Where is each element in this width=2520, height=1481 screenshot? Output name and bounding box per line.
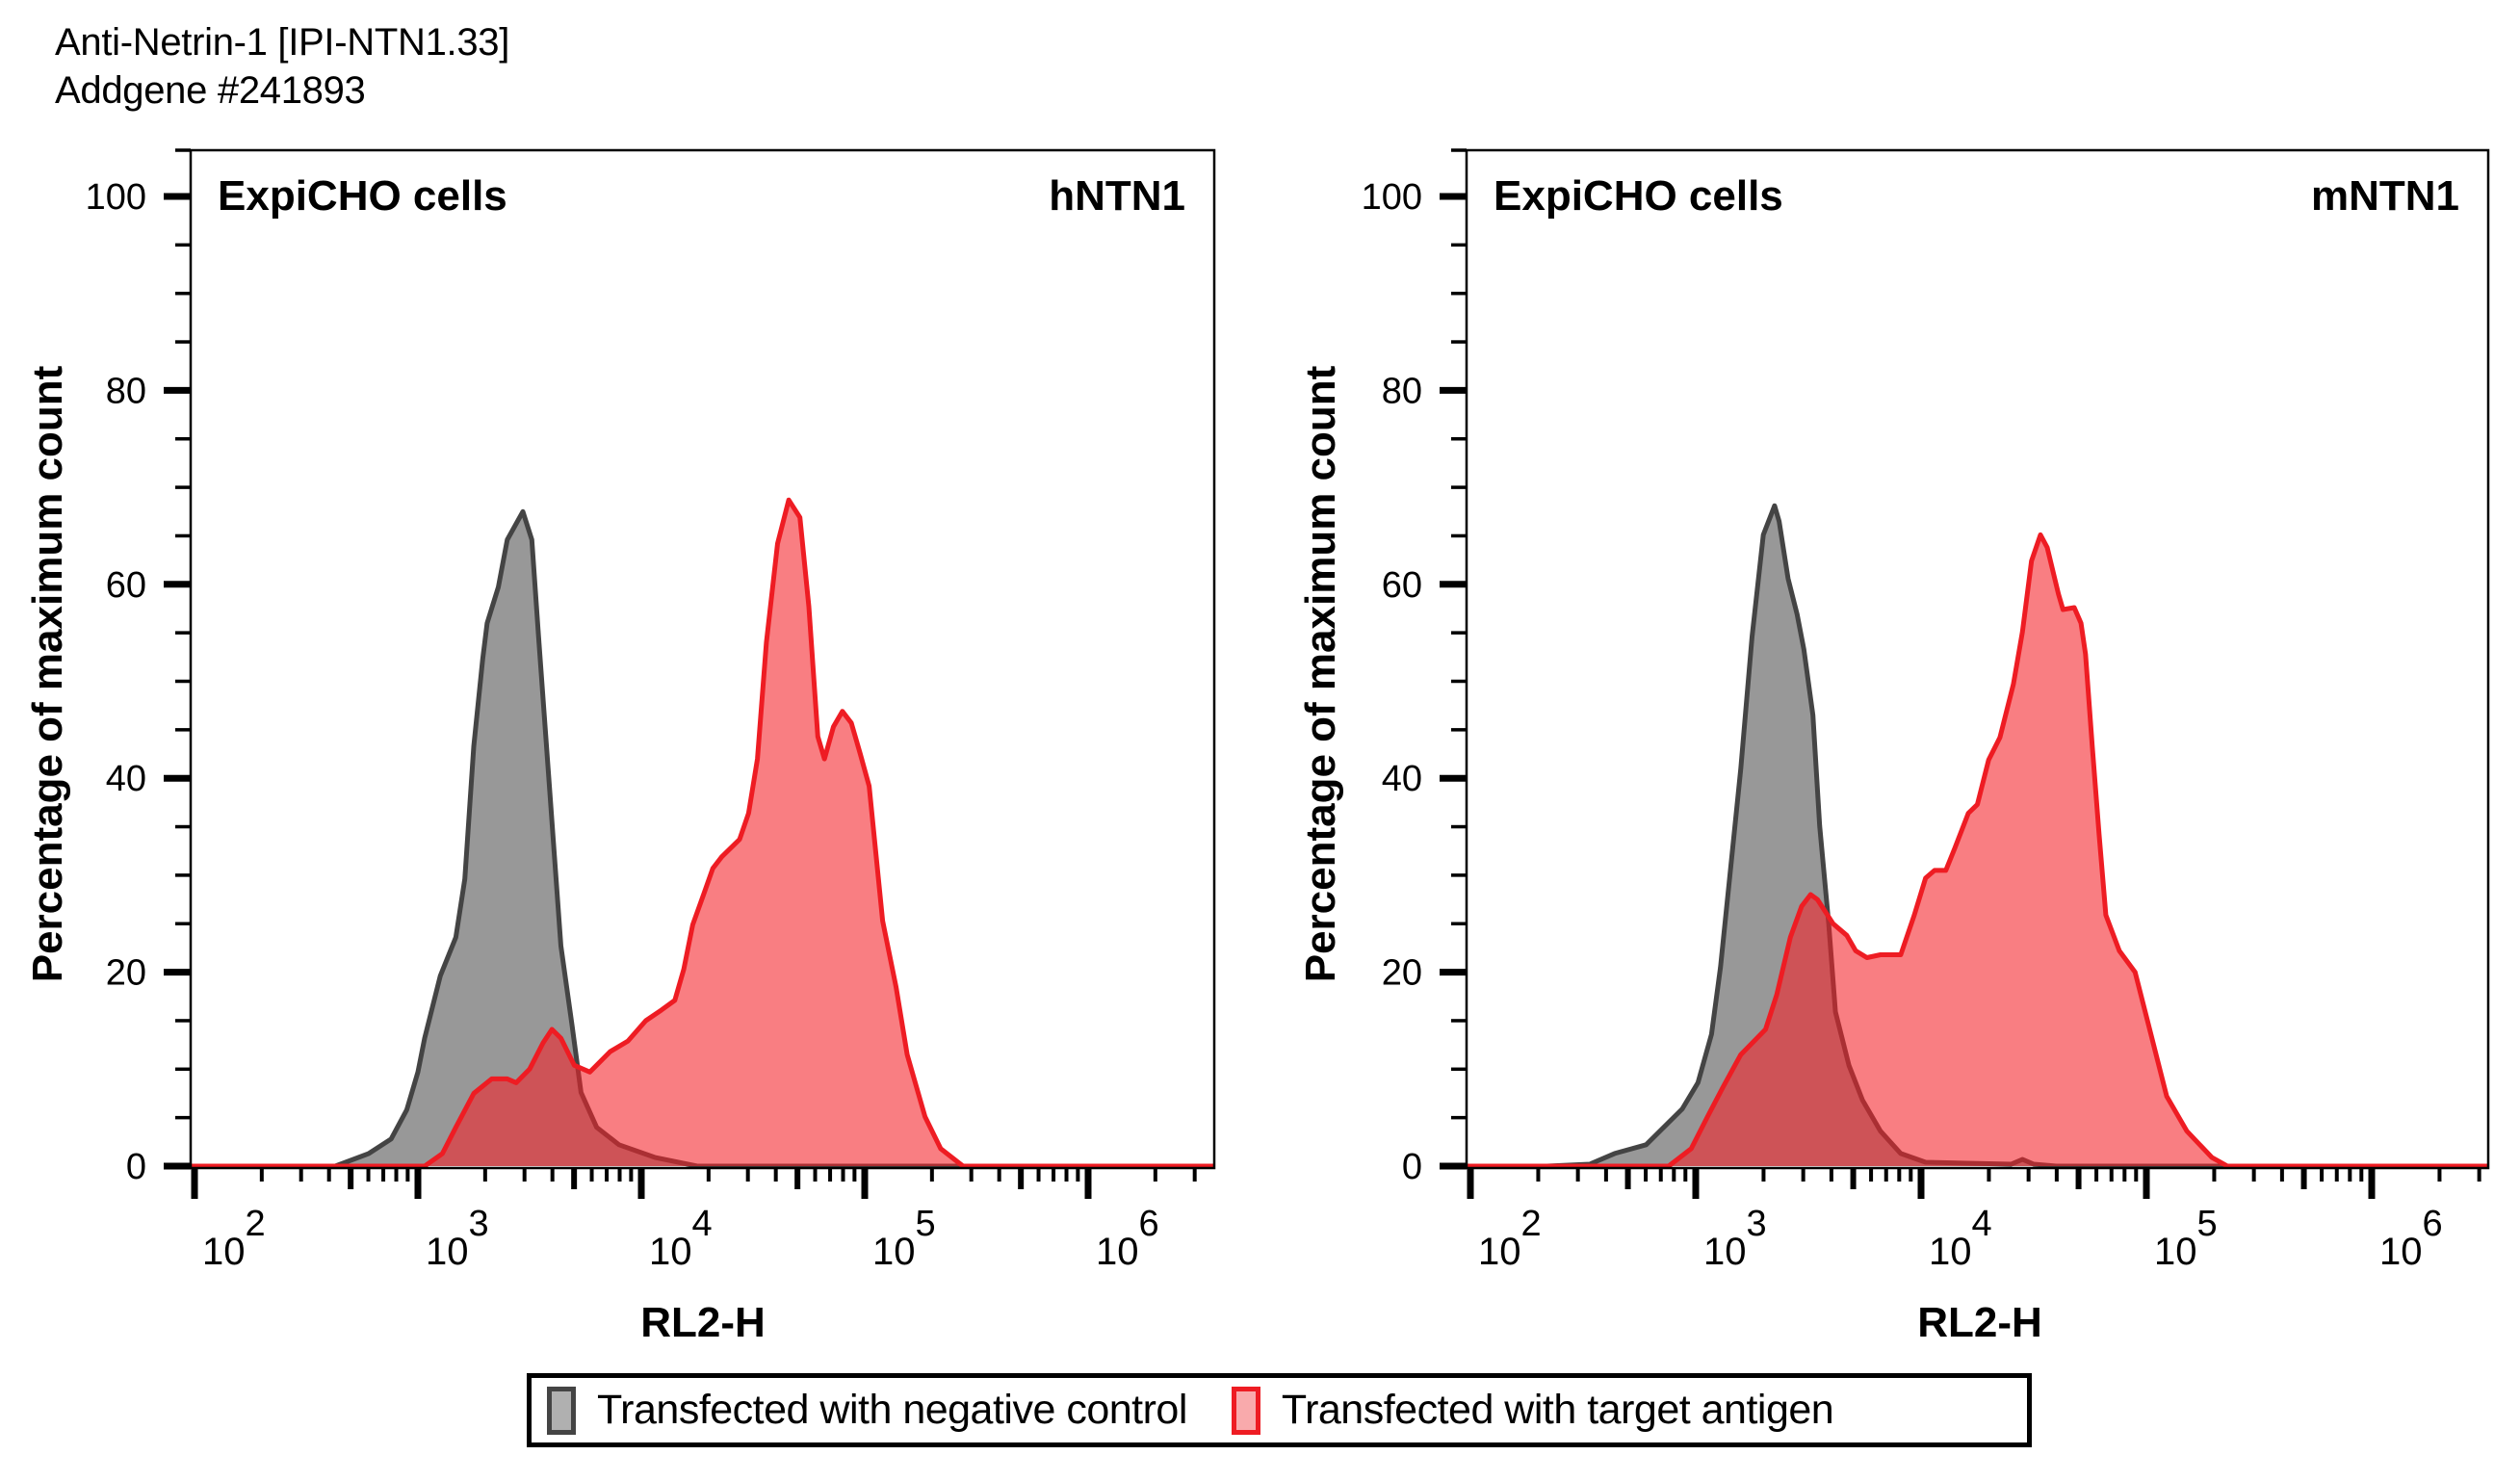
legend-item-control: Transfected with negative control (547, 1386, 1187, 1435)
series-line-antigen (191, 497, 1214, 1169)
cell-type-label: ExpiCHO cells (218, 172, 507, 220)
x-tick-label-base: 10 (426, 1231, 469, 1273)
y-axis: 0 20 40 60 80 100 (1362, 148, 1467, 1187)
x-axis-title: RL2-H (1917, 1299, 2042, 1346)
x-tick-label-exponent: 3 (1747, 1204, 1767, 1244)
series-line-antigen (1467, 532, 2488, 1169)
x-tick-label-base: 10 (1929, 1231, 1972, 1273)
plot-frame (189, 148, 1216, 1170)
series-layer (1467, 503, 2488, 1169)
y-tick-label: 0 (126, 1147, 146, 1187)
x-tick-label-base: 10 (1478, 1231, 1521, 1273)
legend-swatch-control (547, 1386, 576, 1435)
y-tick-label: 20 (1382, 953, 1422, 994)
legend: Transfected with negative control Transf… (527, 1373, 2032, 1447)
x-tick-label-exponent: 5 (2197, 1204, 2218, 1244)
y-tick-label: 80 (1382, 371, 1422, 411)
x-tick-label-exponent: 6 (2423, 1204, 2443, 1244)
x-tick-label-base: 10 (202, 1231, 246, 1273)
x-tick-label-exponent: 6 (1139, 1204, 1159, 1244)
x-tick-label-exponent: 4 (1972, 1204, 1992, 1244)
x-tick-label-base: 10 (2379, 1231, 2423, 1273)
x-tick-label: 102 (202, 1204, 266, 1273)
x-tick-label: 102 (1478, 1204, 1542, 1273)
x-tick-label: 106 (2379, 1204, 2443, 1273)
series-layer (191, 497, 1214, 1169)
series-fill-control (191, 511, 1214, 1166)
series-fill-antigen (1467, 534, 2488, 1166)
x-tick-label-base: 10 (872, 1231, 916, 1273)
y-axis: 0 20 40 60 80 100 (86, 148, 191, 1187)
x-tick-label-exponent: 2 (1521, 1204, 1542, 1244)
y-axis-title: Percentage of maximum count (24, 365, 71, 982)
x-tick-label-exponent: 3 (469, 1204, 489, 1244)
header-antibody-name: Anti-Netrin-1 [IPI-NTN1.33] (55, 21, 510, 64)
x-tick-label-exponent: 2 (246, 1204, 266, 1244)
target-label: hNTN1 (1049, 172, 1185, 220)
y-tick-label: 100 (1362, 177, 1422, 218)
legend-label-antigen: Transfected with target antigen (1281, 1387, 1834, 1433)
legend-item-antigen: Transfected with target antigen (1231, 1386, 1834, 1435)
x-tick-label: 105 (872, 1204, 936, 1273)
x-tick-label: 105 (2154, 1204, 2218, 1273)
x-axis-title: RL2-H (640, 1299, 766, 1346)
y-tick-label: 0 (1402, 1147, 1422, 1187)
y-tick-label: 40 (1382, 759, 1422, 799)
x-tick-label-base: 10 (2154, 1231, 2197, 1273)
y-tick-label: 40 (106, 759, 146, 799)
x-tick-label-exponent: 4 (692, 1204, 713, 1244)
y-tick-label: 20 (106, 953, 146, 994)
y-axis-title: Percentage of maximum count (1297, 365, 1344, 982)
series-fill-antigen (191, 500, 1214, 1166)
x-tick-label: 106 (1096, 1204, 1159, 1273)
x-tick-label: 103 (1703, 1204, 1767, 1273)
x-tick-label-base: 10 (1703, 1231, 1747, 1273)
legend-swatch-antigen (1231, 1386, 1260, 1435)
y-tick-label: 60 (106, 565, 146, 606)
target-label: mNTN1 (2311, 172, 2459, 220)
legend-label-control: Transfected with negative control (597, 1387, 1187, 1433)
x-tick-label-base: 10 (1096, 1231, 1139, 1273)
cell-type-label: ExpiCHO cells (1494, 172, 1783, 220)
y-tick-label: 60 (1382, 565, 1422, 606)
x-tick-label: 103 (426, 1204, 489, 1273)
x-tick-label-base: 10 (649, 1231, 692, 1273)
series-fill-control (1467, 506, 2488, 1166)
x-tick-label: 104 (649, 1204, 713, 1273)
x-tick-label: 104 (1929, 1204, 1992, 1273)
plot-frame (1465, 148, 2490, 1170)
x-tick-label-exponent: 5 (916, 1204, 936, 1244)
header-addgene-id: Addgene #241893 (55, 69, 366, 112)
y-tick-label: 80 (106, 371, 146, 411)
y-tick-label: 100 (86, 177, 146, 218)
